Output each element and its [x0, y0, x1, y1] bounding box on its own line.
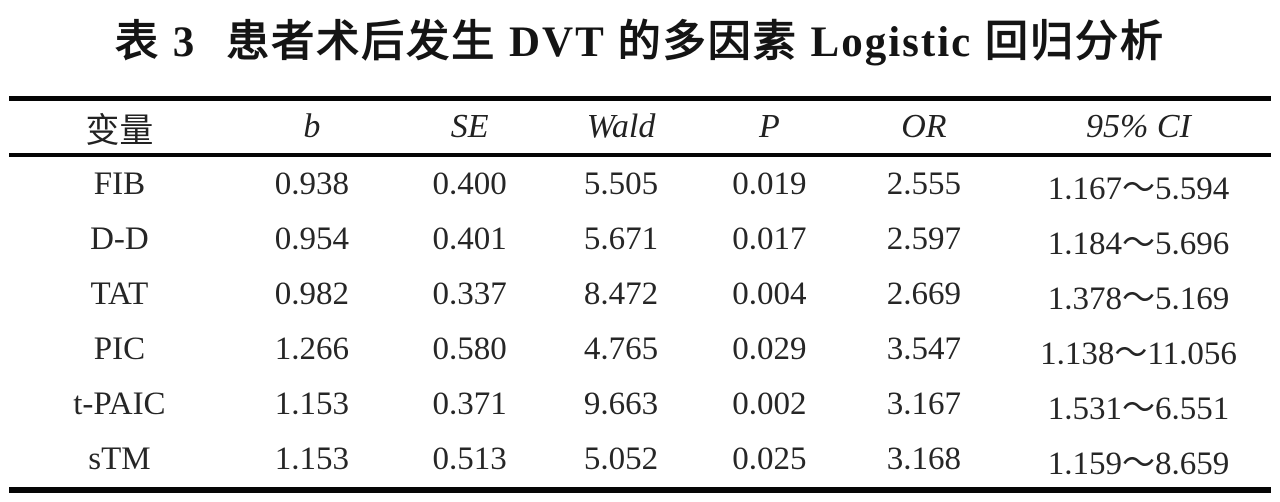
cell-wald: 4.765 — [583, 331, 659, 367]
cell-variable: PIC — [93, 331, 146, 367]
cell-or: 3.168 — [886, 441, 962, 477]
column-header-se: SE — [450, 108, 489, 145]
cell-wald: 5.505 — [583, 166, 659, 202]
cell-or: 2.669 — [886, 276, 962, 312]
cell-p: 0.004 — [732, 276, 807, 312]
column-header-ci: 95% CI — [1086, 108, 1191, 145]
column-header-wald: Wald — [586, 108, 656, 145]
cell-p: 0.002 — [732, 386, 807, 422]
cell-or: 3.547 — [886, 331, 962, 367]
cell-wald: 9.663 — [583, 386, 659, 422]
cell-se: 0.400 — [432, 166, 507, 202]
regression-table: 变量 b SE Wald P OR 95% CI FIB 0.938 0.400… — [9, 96, 1271, 493]
column-header-or: OR — [901, 108, 947, 145]
cell-variable: FIB — [93, 166, 146, 202]
cell-wald: 8.472 — [583, 276, 659, 312]
column-header-b: b — [303, 108, 321, 145]
cell-ci: 1.159～8.659 — [1047, 445, 1230, 482]
cell-p: 0.025 — [732, 441, 807, 477]
table-row-tpaic: t-PAIC 1.153 0.371 9.663 0.002 3.167 1.5… — [9, 377, 1271, 432]
table-row-tat: TAT 0.982 0.337 8.472 0.004 2.669 1.378～… — [9, 267, 1271, 322]
cell-se: 0.580 — [432, 331, 507, 367]
table-title: 表 3 患者术后发生 DVT 的多因素 Logistic 回归分析 — [0, 14, 1280, 72]
cell-se: 0.371 — [432, 386, 507, 422]
table-number-label: 表 3 — [115, 19, 197, 66]
cell-se: 0.337 — [432, 276, 507, 312]
cell-p: 0.029 — [732, 331, 807, 367]
cell-p: 0.019 — [732, 166, 807, 202]
cell-wald: 5.671 — [583, 221, 659, 257]
cell-variable: sTM — [88, 441, 151, 477]
cell-variable: TAT — [90, 276, 149, 312]
cell-variable: t-PAIC — [73, 386, 166, 422]
cell-wald: 5.052 — [583, 441, 659, 477]
header-row: 变量 b SE Wald P OR 95% CI — [9, 99, 1271, 155]
cell-b: 1.153 — [274, 386, 349, 422]
cell-ci: 1.184～5.696 — [1047, 225, 1230, 262]
column-header-variable: 变量 — [85, 112, 154, 150]
table-row-fib: FIB 0.938 0.400 5.505 0.019 2.555 1.167～… — [9, 155, 1271, 212]
cell-p: 0.017 — [732, 221, 807, 257]
cell-ci: 1.138～11.056 — [1040, 335, 1237, 372]
cell-ci: 1.167～5.594 — [1047, 170, 1230, 207]
cell-or: 3.167 — [886, 386, 962, 422]
cell-se: 0.401 — [432, 221, 507, 257]
cell-or: 2.597 — [886, 221, 962, 257]
cell-ci: 1.531～6.551 — [1047, 390, 1230, 427]
cell-b: 1.266 — [274, 331, 349, 367]
cell-se: 0.513 — [432, 441, 507, 477]
table-caption: 患者术后发生 DVT 的多因素 Logistic 回归分析 — [226, 19, 1165, 66]
table-row-pic: PIC 1.266 0.580 4.765 0.029 3.547 1.138～… — [9, 322, 1271, 377]
cell-b: 0.938 — [274, 166, 349, 202]
cell-b: 1.153 — [274, 441, 349, 477]
column-header-p: P — [758, 108, 780, 145]
cell-b: 0.954 — [274, 221, 349, 257]
cell-variable: D-D — [90, 221, 149, 257]
cell-b: 0.982 — [274, 276, 349, 312]
cell-or: 2.555 — [886, 166, 962, 202]
cell-ci: 1.378～5.169 — [1047, 280, 1230, 317]
table-row-stm: sTM 1.153 0.513 5.052 0.025 3.168 1.159～… — [9, 432, 1271, 490]
table-row-dd: D-D 0.954 0.401 5.671 0.017 2.597 1.184～… — [9, 212, 1271, 267]
